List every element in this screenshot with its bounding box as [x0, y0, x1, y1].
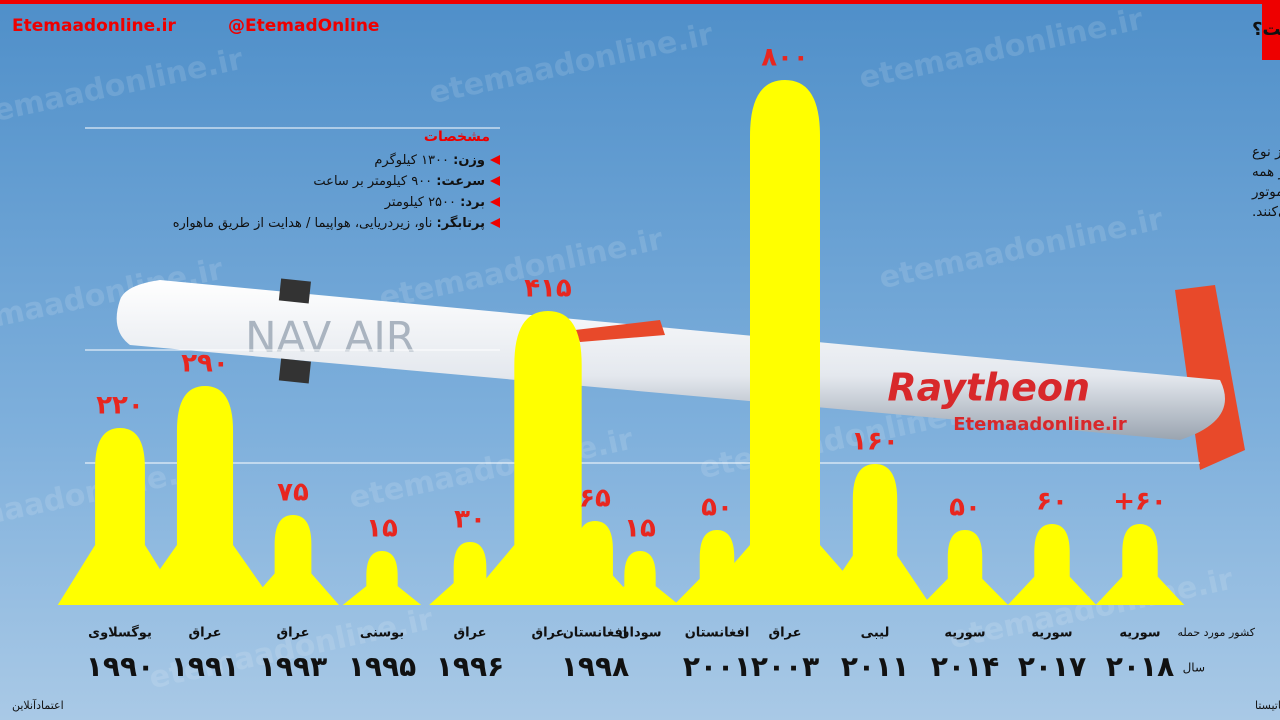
- spec-line: برد: ۲۵۰۰ کیلومتر: [384, 195, 485, 210]
- description-line: تاماهاک، موشک جنگی دور برد مادون سرعت صو…: [1252, 143, 1280, 160]
- year-label: ۲۰۱۴: [931, 650, 999, 683]
- year-label: ۱۹۹۳: [259, 650, 327, 683]
- description-line: شرایط آب و هوایی و جوی را دارد. موشک‌های…: [1251, 183, 1280, 200]
- category-label: یوگسلاوی: [88, 625, 152, 641]
- missile-bar: [1007, 524, 1097, 605]
- missile-bar: [819, 464, 931, 605]
- top-rule: [0, 0, 1280, 4]
- missile-bar: [550, 521, 640, 605]
- site-name: Etemaadonline.ir: [12, 16, 176, 36]
- value-label: ۳۰: [454, 505, 486, 535]
- category-axis-label: کشور مورد حمله: [1177, 626, 1255, 639]
- corner-bar: [1262, 0, 1280, 60]
- missile-bar: [463, 311, 633, 605]
- maker-label: Raytheon: [887, 366, 1090, 410]
- description-line: موشک کروز است که قابلیت پرتاب و استفاده …: [1252, 164, 1280, 180]
- spec-value: ناو، زیردریایی، هواپیما / هدایت از طریق …: [173, 216, 433, 231]
- title: آمریکا با موشک‌های تاماهاک به کدام کشوره…: [1252, 17, 1280, 40]
- category-label: عراق: [531, 626, 564, 641]
- spec-value: ۱۳۰۰ کیلوگرم: [374, 152, 449, 168]
- spec-label: برد:: [460, 195, 485, 210]
- year-label: ۲۰۱۸: [1106, 650, 1174, 683]
- spec-line: سرعت: ۹۰۰ کیلومتر بر ساعت: [313, 174, 485, 189]
- category-label: لیبی: [861, 626, 890, 641]
- year-label: ۲۰۱۷: [1018, 650, 1086, 683]
- year-label: ۱۹۹۶: [436, 650, 504, 683]
- value-label: ۲۲۰: [96, 391, 144, 421]
- category-label: عراق: [188, 626, 221, 641]
- missile-bar: [921, 530, 1009, 605]
- value-label: ۸۰۰: [761, 43, 809, 73]
- value-label: ۲۹۰: [181, 349, 229, 379]
- spec-line: وزن: ۱۳۰۰ کیلوگرم: [374, 152, 485, 168]
- description: تاماهاک، موشک جنگی دور برد مادون سرعت صو…: [1251, 143, 1280, 220]
- value-label: +۶۰: [1113, 487, 1167, 517]
- category-label: سودان: [618, 626, 661, 641]
- navy-label: NAV AIR: [245, 313, 415, 362]
- missile-bar: [134, 386, 276, 605]
- specs-list: وزن: ۱۳۰۰ کیلوگرم سرعت: ۹۰۰ کیلومتر بر سا…: [173, 152, 500, 231]
- category-label: سوریه: [1031, 626, 1072, 641]
- image-site-label: Etemaadonline.ir: [953, 414, 1127, 435]
- value-label: ۵۰: [949, 493, 981, 523]
- year-label: ۲۰۱۱: [841, 650, 909, 683]
- category-label: بوسنی: [360, 626, 404, 641]
- spec-line: پرتابگر: ناو، زیردریایی، هواپیما / هدایت…: [173, 215, 485, 231]
- spec-label: پرتابگر:: [437, 215, 485, 231]
- missile-photo: Raytheon Etemaadonline.ir NAV AIR: [116, 278, 1245, 470]
- bullet: [490, 218, 500, 228]
- value-label: ۱۶۰: [851, 427, 899, 457]
- bullet: [490, 155, 500, 165]
- chart: ۲۲۰ یوگسلاوی ۱۹۹۰ ۲۹۰ عراق ۱۹۹۱ ۷۵ عراق ۱۹۹۳ ۱۵ بو…: [57, 43, 1185, 683]
- category-label: عراق: [768, 626, 801, 641]
- value-label: ۴۱۵: [524, 274, 572, 304]
- value-label: ۱۵: [366, 514, 398, 544]
- missile-bar: [342, 551, 422, 605]
- guide-lines: [85, 127, 1200, 464]
- missile-bar: [57, 428, 183, 605]
- year-label: ۱۹۹۵: [348, 650, 416, 683]
- year-label: ۱۹۹۰: [86, 650, 154, 683]
- bullet: [490, 176, 500, 186]
- spec-label: وزن:: [453, 153, 485, 168]
- brand: اعتمادآنلاین: [12, 698, 64, 712]
- value-label: ۶۵: [579, 484, 611, 514]
- category-label: سوریه: [944, 626, 985, 641]
- year-label: ۲۰۰۳: [751, 650, 819, 683]
- category-label: عراق: [453, 626, 486, 641]
- twitter-handle: @EtemadOnline: [228, 16, 379, 36]
- category-label: افغانستان: [563, 626, 628, 641]
- missile-bar: [697, 80, 873, 605]
- category-label: افغانستان: [685, 626, 750, 641]
- year-label: ۱۹۹۱: [171, 650, 239, 683]
- sources: منابع داده: ویکی‌پدیا، گزارشات رسانه‌ای،…: [1255, 699, 1280, 712]
- missile-bar: [600, 551, 680, 605]
- category-label: عراق: [276, 626, 309, 641]
- value-label: ۵۰: [701, 493, 733, 523]
- bullet: [490, 197, 500, 207]
- value-label: ۱۵: [624, 514, 656, 544]
- spec-value: ۲۵۰۰ کیلومتر: [384, 195, 456, 210]
- year-axis-label: سال: [1183, 661, 1205, 675]
- specs-heading: مشخصات: [424, 129, 490, 145]
- category-label: سوریه: [1119, 626, 1160, 641]
- description-line: جت و راهبری ماهواره‌ای استفاده می‌کنند.: [1252, 204, 1280, 220]
- value-label: ۷۵: [277, 478, 309, 508]
- spec-value: ۹۰۰ کیلومتر بر ساعت: [313, 174, 432, 189]
- value-label: ۶۰: [1036, 487, 1068, 517]
- year-label: ۱۹۹۸: [561, 650, 629, 683]
- spec-label: سرعت:: [436, 174, 485, 189]
- year-label: ۲۰۰۱: [683, 650, 751, 683]
- missile-bar: [1095, 524, 1185, 605]
- missile-bar: [247, 515, 339, 605]
